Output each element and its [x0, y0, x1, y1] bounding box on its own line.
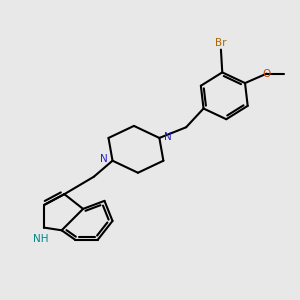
- Text: N: N: [164, 132, 172, 142]
- Text: N: N: [100, 154, 108, 164]
- Text: Br: Br: [215, 38, 227, 48]
- Text: O: O: [262, 69, 271, 79]
- Text: NH: NH: [32, 234, 48, 244]
